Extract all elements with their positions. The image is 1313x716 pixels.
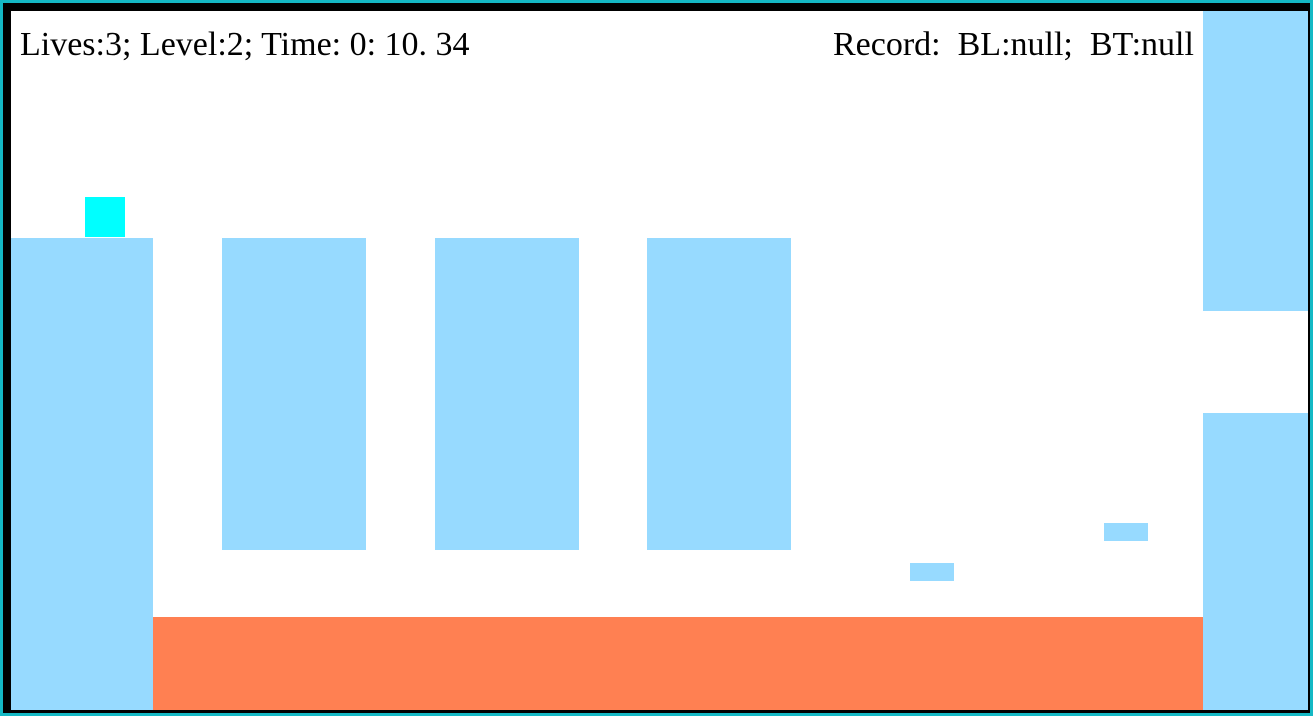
left-wall-platform [11,238,153,710]
pillar-platform-1 [222,238,366,550]
status-readout: Lives:3; Level:2; Time: 0: 10. 34 [20,26,470,63]
right-wall-upper [1203,11,1308,311]
player-square [85,197,125,237]
pillar-platform-3 [647,238,791,550]
record-readout: Record: BL:null; BT:null [833,26,1194,63]
small-step-platform-1 [910,563,954,581]
right-wall-lower [1203,413,1308,710]
game-canvas[interactable]: Lives:3; Level:2; Time: 0: 10. 34 Record… [11,11,1308,710]
game-frame: Lives:3; Level:2; Time: 0: 10. 34 Record… [3,3,1310,713]
pillar-platform-2 [435,238,579,550]
small-step-platform-2 [1104,523,1148,541]
lava-floor [153,617,1203,710]
